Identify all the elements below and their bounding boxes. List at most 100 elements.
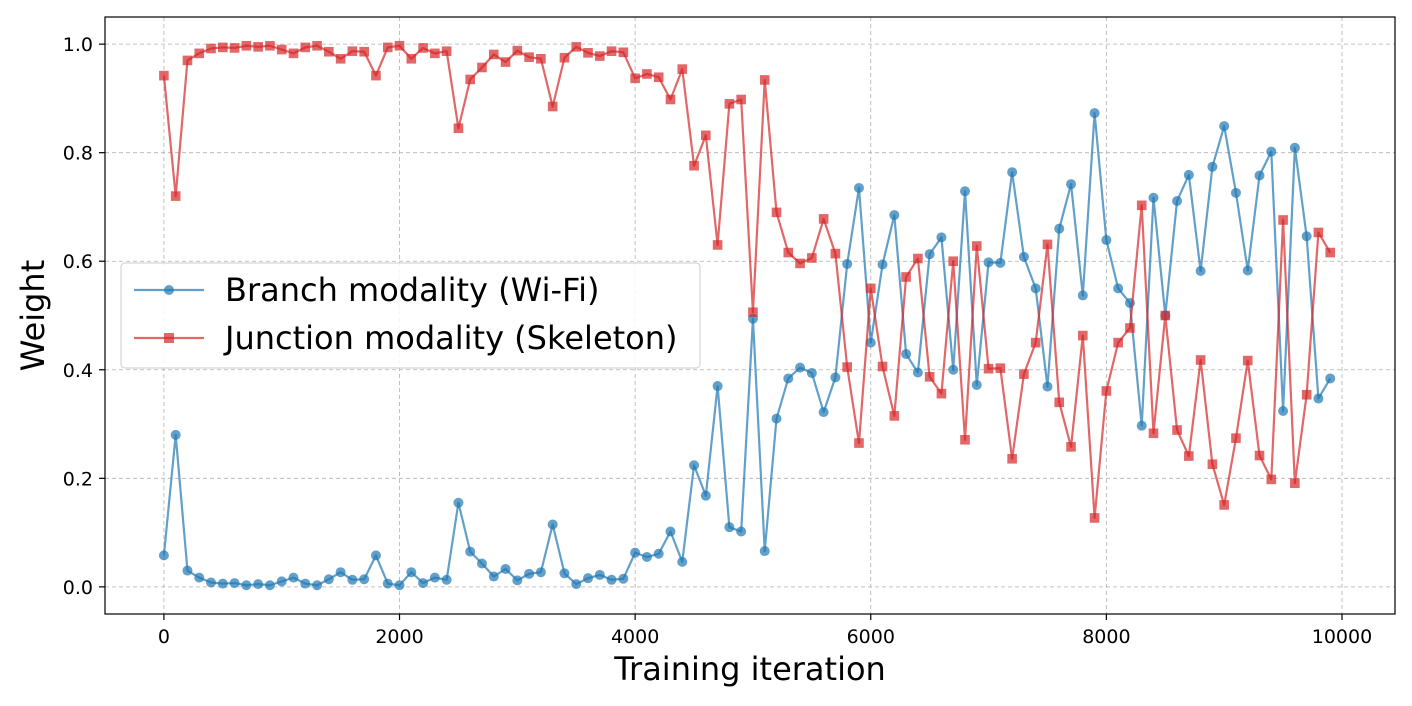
data-point [394,580,405,591]
data-point [512,575,523,586]
data-point [1266,146,1277,157]
data-point [1066,442,1076,452]
data-point [1007,167,1018,178]
data-point [1172,425,1182,435]
data-point [430,48,440,59]
data-point [170,191,181,201]
data-point [701,130,711,141]
data-point [394,40,405,51]
data-point [971,241,982,251]
series-line [162,111,1332,587]
data-point [1183,169,1194,180]
data-point [594,569,605,580]
data-point [524,52,534,62]
data-point [842,258,853,269]
data-point [288,48,299,59]
data-point [1066,179,1077,190]
data-point [536,53,546,64]
data-point [1077,290,1088,301]
data-point [912,367,923,378]
data-point [312,40,322,51]
data-point [241,580,252,591]
data-point [1195,355,1206,365]
data-point [300,42,311,53]
data-point [913,253,923,264]
data-point [1136,200,1147,211]
data-point [830,372,841,383]
data-point [748,307,758,318]
data-point [948,256,959,267]
data-point [347,574,358,585]
data-point [1113,283,1124,294]
data-point [453,123,464,134]
data-point [889,210,900,221]
data-point [606,574,617,585]
data-point [1242,265,1253,276]
y-tick-label: 0.4 [63,360,93,382]
data-point [1231,433,1241,443]
data-point [759,75,770,85]
data-point [1278,406,1289,417]
data-point [759,546,770,557]
data-point [206,577,217,588]
data-point [1207,161,1218,172]
data-point [724,99,735,109]
x-tick-label: 8000 [1082,626,1130,648]
x-tick-label: 0 [158,626,170,648]
data-point [1325,373,1336,384]
data-point [618,47,629,58]
data-point [559,568,570,579]
data-point [960,434,970,445]
y-tick-label: 1.0 [63,34,93,56]
data-point [1042,239,1053,250]
data-point [1301,389,1312,400]
data-point [324,46,334,57]
data-point [995,363,1006,373]
data-point [771,413,782,424]
data-point [406,53,417,64]
data-point [807,253,817,263]
data-point [371,70,381,81]
data-point [818,214,829,224]
data-point [159,70,169,81]
x-tick-label: 2000 [375,626,423,648]
data-point [571,42,582,52]
data-point [830,248,841,259]
data-point [359,574,370,585]
data-point [853,182,864,193]
data-point [300,578,311,589]
data-point [1254,450,1265,461]
data-point [783,247,794,258]
data-point [1007,453,1017,464]
data-point [1101,386,1112,396]
legend-label: Junction modality (Skeleton) [223,319,678,357]
y-tick-label: 0.6 [63,251,93,273]
data-point [712,381,723,392]
data-point [1289,142,1300,153]
data-point [865,337,876,348]
data-point [712,240,723,250]
data-point [335,53,346,64]
data-point [218,42,228,53]
data-point [806,368,817,379]
series-line [162,44,1332,520]
data-point [795,362,806,373]
data-point [182,55,193,66]
plot-frame [104,16,1396,615]
data-point [1019,369,1029,379]
data-point [936,388,947,399]
data-point [1030,337,1041,348]
data-point [689,160,699,171]
data-point [288,572,299,583]
data-point [665,94,676,105]
data-point [206,43,216,54]
legend-marker [164,285,174,295]
data-point [583,48,593,58]
data-point [1101,235,1112,246]
data-point [500,563,511,574]
data-point [382,42,393,53]
legend-label: Branch modality (Wi-Fi) [225,271,599,309]
data-point [642,69,652,79]
series-layer [158,40,1336,591]
